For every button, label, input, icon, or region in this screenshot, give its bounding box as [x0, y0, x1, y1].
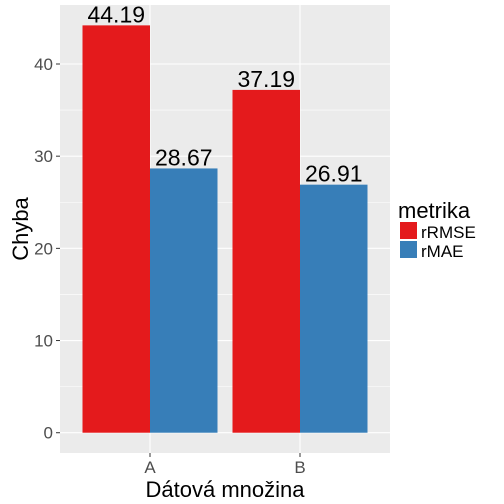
y-axis-title: Chyba [8, 196, 33, 260]
y-tick-label: 10 [34, 332, 53, 351]
legend-label-rmae: rMAE [421, 242, 464, 261]
bar-rmae-a [150, 168, 218, 433]
data-label: 28.67 [155, 144, 213, 170]
x-axis-title: Dátová množina [146, 477, 306, 502]
y-axis: 0 10 20 30 40 [34, 55, 60, 443]
legend-key-rrmse [400, 222, 417, 239]
y-tick-label: 20 [34, 239, 53, 258]
bar-rrmse-b [232, 89, 300, 433]
bar-rmae-b [300, 184, 368, 433]
bars [82, 25, 368, 433]
legend: metrika rRMSE rMAE [398, 198, 476, 261]
x-tick-label: A [144, 458, 156, 477]
legend-title: metrika [398, 198, 471, 223]
legend-key-rmae [400, 241, 417, 258]
x-tick-label: B [294, 458, 305, 477]
data-labels: 44.19 28.67 37.19 26.91 [87, 1, 362, 186]
y-tick-label: 0 [44, 424, 53, 443]
y-tick-label: 30 [34, 147, 53, 166]
data-label: 37.19 [237, 66, 295, 92]
y-tick-label: 40 [34, 55, 53, 74]
data-label: 26.91 [305, 161, 363, 187]
legend-label-rrmse: rRMSE [421, 223, 476, 242]
bar-rrmse-a [82, 25, 150, 433]
data-label: 44.19 [87, 1, 145, 27]
